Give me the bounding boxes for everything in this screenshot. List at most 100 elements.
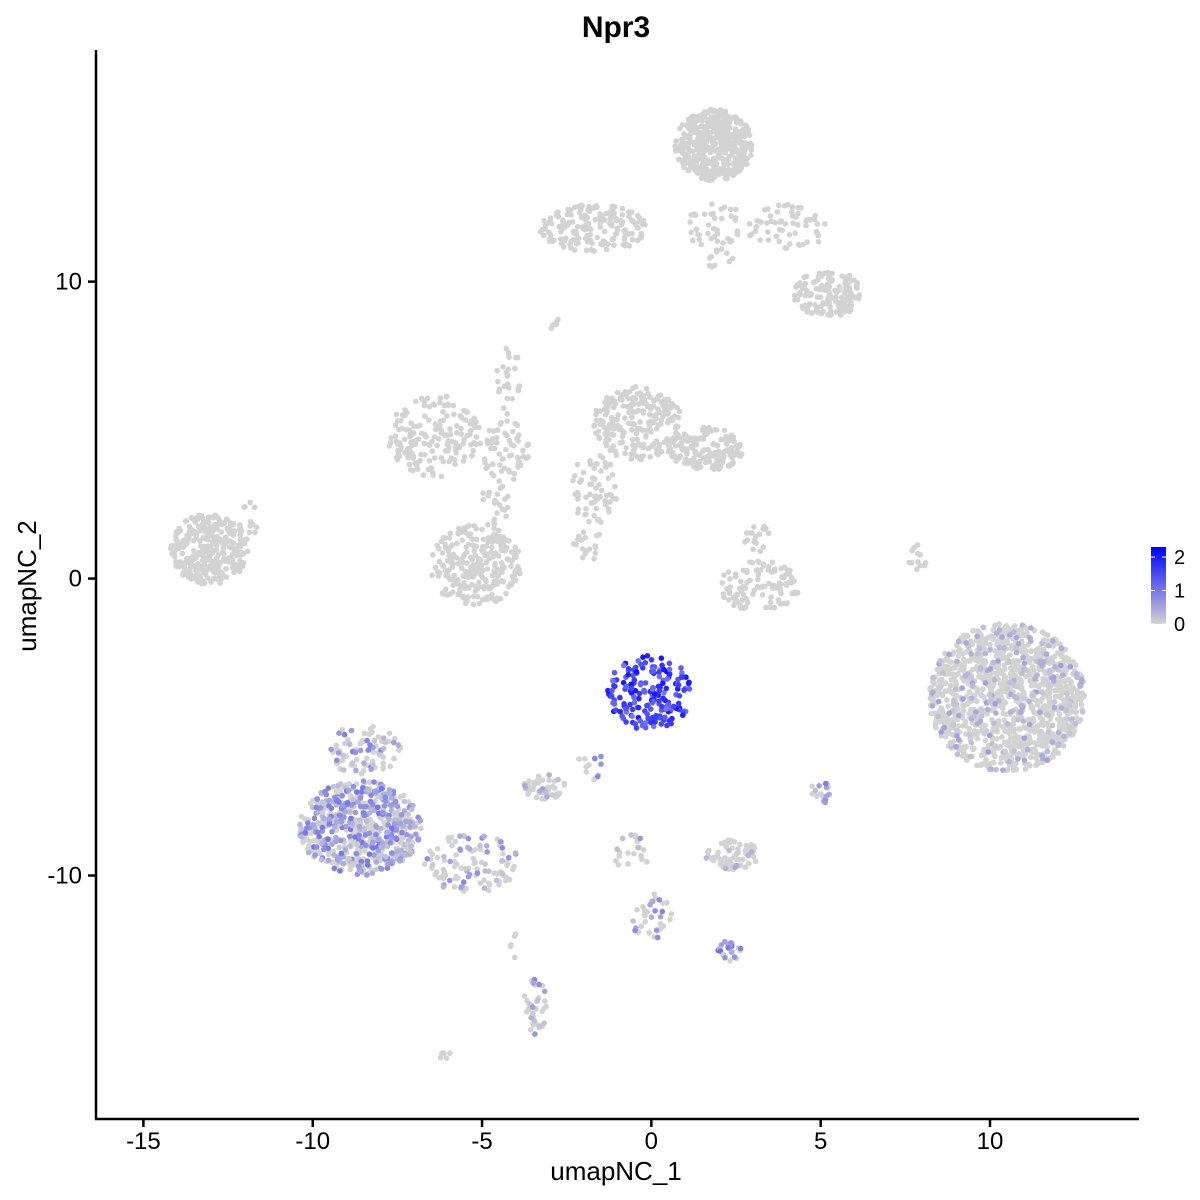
data-point bbox=[347, 843, 353, 849]
data-point bbox=[310, 821, 317, 828]
data-point bbox=[582, 756, 588, 762]
data-point bbox=[565, 206, 571, 213]
data-point bbox=[506, 876, 513, 883]
data-point bbox=[793, 214, 799, 220]
data-point bbox=[525, 791, 531, 798]
data-point bbox=[241, 504, 247, 510]
data-point bbox=[635, 401, 642, 407]
data-point bbox=[208, 565, 215, 571]
data-point bbox=[944, 697, 950, 703]
data-point bbox=[782, 221, 789, 227]
data-point bbox=[644, 653, 651, 659]
data-point bbox=[954, 727, 960, 734]
data-point bbox=[733, 442, 740, 449]
data-point bbox=[643, 385, 650, 392]
data-point bbox=[619, 713, 625, 719]
data-point bbox=[706, 458, 713, 465]
data-point bbox=[210, 547, 216, 554]
data-point bbox=[587, 232, 593, 238]
data-point bbox=[638, 852, 644, 859]
data-point bbox=[320, 846, 327, 853]
data-point bbox=[670, 703, 677, 710]
data-point bbox=[1047, 695, 1053, 701]
data-point bbox=[373, 859, 380, 865]
data-point bbox=[714, 460, 720, 467]
data-point bbox=[638, 923, 645, 929]
data-point bbox=[576, 756, 582, 762]
data-point bbox=[549, 792, 555, 798]
data-point bbox=[1043, 712, 1050, 718]
data-point bbox=[701, 123, 707, 130]
data-point bbox=[471, 543, 477, 549]
data-point bbox=[652, 908, 658, 914]
data-point bbox=[318, 857, 325, 863]
data-point bbox=[738, 121, 744, 127]
data-point bbox=[473, 566, 479, 573]
data-point bbox=[556, 790, 563, 797]
data-point bbox=[652, 412, 659, 418]
data-point bbox=[330, 783, 337, 790]
data-point bbox=[397, 857, 404, 864]
data-point bbox=[347, 833, 353, 840]
data-point bbox=[650, 698, 656, 705]
data-point bbox=[691, 123, 698, 130]
data-point bbox=[495, 378, 501, 385]
data-point bbox=[336, 730, 342, 736]
data-point bbox=[426, 441, 432, 448]
data-point bbox=[491, 580, 497, 587]
data-point bbox=[367, 798, 374, 805]
data-point bbox=[375, 836, 382, 843]
data-point bbox=[587, 458, 593, 464]
data-point bbox=[326, 851, 332, 858]
data-point bbox=[1028, 625, 1034, 631]
data-point bbox=[990, 720, 997, 726]
data-point bbox=[434, 846, 441, 852]
data-point bbox=[440, 417, 447, 424]
data-point bbox=[729, 461, 736, 467]
data-point bbox=[691, 153, 697, 159]
data-point bbox=[765, 206, 771, 212]
data-point bbox=[1074, 693, 1081, 699]
data-point bbox=[325, 836, 331, 842]
data-point bbox=[917, 562, 923, 569]
data-point bbox=[495, 572, 502, 579]
data-point bbox=[592, 550, 599, 556]
data-point bbox=[503, 590, 509, 597]
data-point bbox=[710, 211, 716, 217]
data-point bbox=[439, 550, 446, 556]
data-point bbox=[498, 560, 505, 566]
data-point bbox=[838, 294, 845, 301]
data-point bbox=[516, 432, 522, 438]
data-point bbox=[380, 760, 387, 766]
data-point bbox=[586, 208, 593, 215]
data-point bbox=[653, 438, 660, 444]
data-point bbox=[583, 511, 589, 518]
data-point bbox=[758, 567, 764, 573]
data-point bbox=[188, 572, 194, 579]
data-point bbox=[1045, 729, 1052, 735]
data-point bbox=[533, 794, 540, 801]
data-point bbox=[473, 434, 480, 440]
data-point bbox=[980, 624, 986, 631]
data-point bbox=[996, 644, 1003, 651]
data-point bbox=[999, 634, 1005, 640]
data-points bbox=[167, 106, 1087, 1062]
data-point bbox=[334, 757, 340, 764]
data-point bbox=[490, 472, 497, 479]
data-point bbox=[638, 230, 645, 237]
data-point bbox=[483, 559, 490, 566]
data-point bbox=[785, 579, 792, 586]
data-point bbox=[571, 473, 578, 479]
data-point bbox=[593, 532, 600, 539]
data-point bbox=[479, 543, 486, 550]
data-point bbox=[1039, 640, 1045, 647]
data-point bbox=[599, 214, 605, 221]
data-point bbox=[373, 866, 379, 873]
data-point bbox=[789, 209, 795, 215]
data-point bbox=[617, 694, 623, 701]
data-point bbox=[393, 438, 400, 445]
data-point bbox=[742, 864, 749, 870]
data-point bbox=[628, 451, 634, 458]
data-point bbox=[208, 579, 214, 585]
data-point bbox=[1011, 624, 1017, 630]
